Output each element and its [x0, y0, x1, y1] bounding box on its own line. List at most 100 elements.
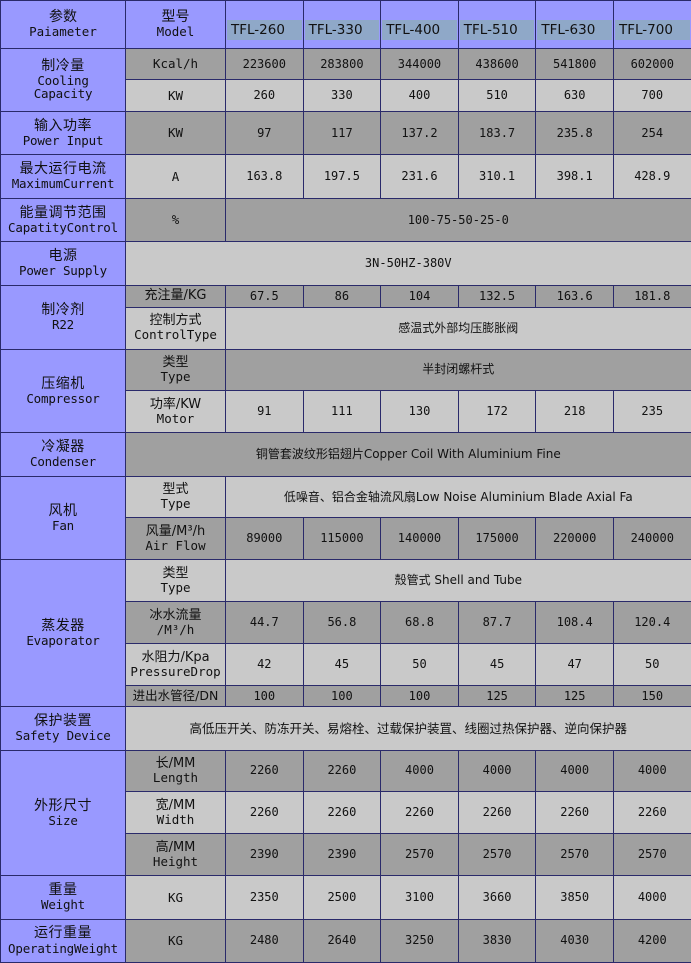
data-cell: 181.8: [612, 284, 691, 308]
unit-cell: 类型 Type: [125, 348, 226, 392]
unit-en: KG: [167, 889, 184, 905]
data-cell: 175000: [457, 517, 537, 561]
unit-en: Motor: [156, 411, 195, 427]
model-header-tfl-400[interactable]: TFL-400: [380, 0, 459, 49]
row-label-cn: 冷凝器: [41, 439, 85, 456]
table-row: 输入功率 Power Input KW 97 117 137.2 183.7 2…: [0, 110, 691, 156]
model-header-tfl-700[interactable]: TFL-700: [612, 0, 691, 49]
data-cell: 2260: [612, 791, 691, 835]
data-cell: 310.1: [457, 154, 537, 199]
data-cell: 2570: [612, 833, 691, 877]
row-label-en: CapatityControl: [8, 219, 118, 235]
unit-en: Type: [160, 369, 191, 385]
unit-en: Kcal/h: [152, 56, 199, 72]
data-cell: 3830: [457, 918, 537, 963]
unit-cn: 充注量/KG: [144, 288, 207, 304]
merged-data-cell: 100-75-50-25-0: [225, 197, 691, 243]
row-label-cn: 外形尺寸: [34, 797, 92, 814]
data-cell: 2570: [457, 833, 537, 877]
table-row: 风机 Fan 型式 Type 低噪音、铝合金轴流风扇Low Noise Alum…: [0, 475, 691, 561]
table-row: 制冷量 Cooling Capacity Cooling Capacity Kc…: [0, 47, 691, 112]
row-label-safety-device: 保护装置 Safety Device: [0, 706, 126, 751]
row-label-en-2: Capacity: [33, 86, 93, 102]
unit-en: Height: [152, 853, 199, 869]
merged-data-cell: 3N-50HZ-380V: [125, 241, 691, 286]
table-row: 外形尺寸 Size 长/MM Length 2260 2260 4000 400…: [0, 749, 691, 877]
model-header-tfl-330[interactable]: TFL-330: [302, 0, 382, 49]
model-header-tfl-510[interactable]: TFL-510: [457, 0, 537, 49]
data-cell: 125: [457, 684, 537, 708]
data-cell: 68.8: [380, 601, 459, 645]
data-cell: 87.7: [457, 601, 537, 645]
data-cell: 132.5: [457, 284, 537, 308]
data-cell: 398.1: [535, 154, 614, 199]
row-label-cn: 电源: [48, 248, 78, 265]
data-cell: 4000: [612, 875, 691, 920]
header-model-cn: 型号: [161, 9, 190, 26]
unit-cell: 功率/KW Motor: [125, 390, 226, 434]
row-label-size: 外形尺寸 Size: [0, 749, 126, 877]
table-row: 最大运行电流 MaximumCurrent A 163.8 197.5 231.…: [0, 154, 691, 199]
row-label-capacity-control: 能量调节范围 CapatityControl: [0, 197, 126, 243]
unit-cell: 水阻力/Kpa PressureDrop: [125, 643, 226, 686]
row-label-refrigerant: 制冷剂 R22: [0, 284, 126, 350]
data-cell: 100: [380, 684, 459, 708]
header-model: 型号 Model: [125, 0, 226, 49]
row-label-cn: 制冷剂: [41, 301, 85, 318]
table-row: 能量调节范围 CapatityControl % 100-75-50-25-0: [0, 197, 691, 243]
row-label-en-1: Cooling: [37, 72, 89, 88]
unit-cell: KW: [125, 79, 226, 112]
row-label-condenser: 冷凝器 Condenser: [0, 432, 126, 477]
model-header-tfl-260[interactable]: TFL-260: [225, 0, 304, 49]
header-parameter-en: Paiameter: [29, 24, 97, 40]
data-cell: 2260: [302, 749, 382, 793]
unit-en: /M³/h: [156, 621, 195, 637]
data-cell: 4000: [535, 749, 614, 793]
table-header-row: 参数 Paiameter 型号 Model TFL-260 TFL-330 TF…: [0, 0, 691, 49]
row-label-evaporator: 蒸发器 Evaporator: [0, 559, 126, 708]
data-cell: 4000: [380, 749, 459, 793]
unit-cell: 冰水流量 /M³/h: [125, 601, 226, 645]
data-cell: 2390: [302, 833, 382, 877]
table-row: 冰水流量 /M³/h 44.7 56.8 68.8 87.7 108.4 120…: [1, 601, 691, 645]
unit-cn: 类型: [162, 355, 189, 371]
data-cell: 97: [225, 110, 304, 156]
table-row: 重量 Weight KG 2350 2500 3100 3660 3850 40…: [0, 875, 691, 920]
row-label-en: Power Supply: [19, 263, 107, 279]
data-cell: 47: [535, 643, 614, 686]
data-cell: 45: [457, 643, 537, 686]
row-label-en: MaximumCurrent: [11, 176, 115, 192]
data-cell: 235: [612, 390, 691, 434]
data-cell: 330: [302, 79, 382, 112]
data-cell: 700: [612, 79, 691, 112]
row-label-compressor: 压缩机 Compressor: [0, 348, 126, 434]
model-header-tfl-630[interactable]: TFL-630: [535, 0, 614, 49]
unit-cn: 冰水流量: [149, 607, 202, 623]
row-label-en: Size: [48, 812, 78, 828]
data-cell: 67.5: [225, 284, 304, 308]
data-cell: 2260: [302, 791, 382, 835]
unit-cell: KG: [125, 875, 226, 920]
data-cell: 104: [380, 284, 459, 308]
data-cell: 218: [535, 390, 614, 434]
unit-en: KW: [167, 125, 184, 141]
unit-cell: A: [125, 154, 226, 199]
merged-data-cell: 感温式外部均压膨胀阀: [225, 306, 691, 350]
data-cell: 602000: [612, 47, 691, 81]
data-cell: 56.8: [302, 601, 382, 645]
unit-en: PressureDrop: [130, 663, 221, 679]
unit-cn: 控制方式: [149, 313, 202, 329]
unit-cell: %: [125, 197, 226, 243]
unit-cell: Kcal/h: [125, 47, 226, 81]
unit-cell: 充注量/KG: [125, 284, 226, 308]
data-cell: 3850: [535, 875, 614, 920]
data-cell: 344000: [380, 47, 459, 81]
model-label: TFL-630: [537, 19, 612, 41]
row-label-cn: 能量调节范围: [19, 204, 107, 221]
table-row: 进出水管径/DN 100 100 100 125 125 150: [1, 684, 691, 708]
unit-cell: 类型 Type: [125, 559, 226, 603]
unit-cell: 风量/M³/h Air Flow: [125, 517, 226, 561]
row-label-en: Safety Device: [15, 728, 111, 744]
data-cell: 231.6: [380, 154, 459, 199]
unit-en: %: [171, 212, 180, 228]
